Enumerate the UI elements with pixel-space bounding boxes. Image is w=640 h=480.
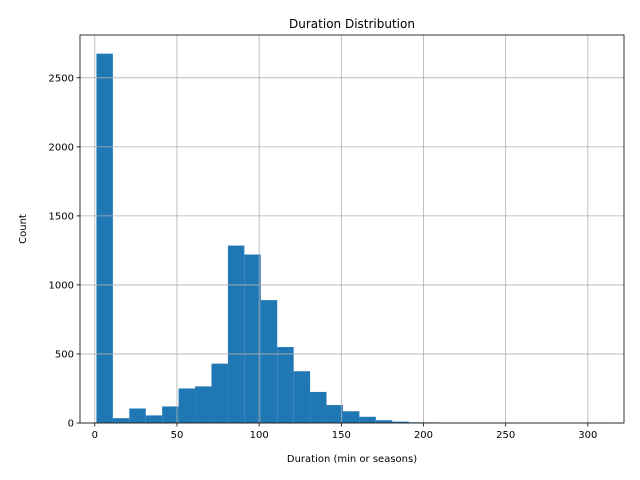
histogram-bar — [326, 405, 343, 423]
histogram-bars — [96, 53, 606, 424]
histogram-bar — [96, 53, 113, 424]
y-tick-label: 0 — [68, 419, 74, 430]
histogram-bar — [227, 245, 245, 423]
y-tick-label: 2000 — [49, 142, 74, 153]
histogram-bar — [375, 420, 393, 423]
histogram-bar — [310, 391, 327, 423]
y-tick-label: 2500 — [49, 73, 74, 84]
grid-lines — [80, 35, 624, 424]
histogram-bar — [244, 254, 261, 423]
x-tick-label: 0 — [92, 430, 98, 441]
histogram-bar — [359, 416, 376, 423]
x-tick-label: 100 — [250, 430, 269, 441]
histogram-bar — [178, 388, 196, 423]
histogram-bar — [260, 300, 278, 423]
histogram-bar — [129, 408, 146, 423]
x-axis-ticks: 0 50 100 150 200 250 300 — [92, 423, 597, 441]
y-tick-label: 1000 — [49, 280, 74, 291]
histogram-bar — [293, 371, 311, 423]
histogram-bar — [392, 421, 409, 423]
y-axis-title: Count — [18, 214, 29, 244]
x-tick-label: 200 — [414, 430, 433, 441]
x-tick-label: 50 — [171, 430, 184, 441]
histogram-bar — [342, 411, 360, 423]
histogram-bar — [211, 363, 228, 423]
y-tick-label: 1500 — [49, 211, 74, 222]
histogram-bar — [145, 415, 163, 423]
histogram-bar — [162, 406, 179, 423]
y-axis-ticks: 0 500 1000 1500 2000 2500 — [49, 73, 80, 430]
histogram-bar — [277, 347, 294, 423]
histogram-bar — [195, 386, 212, 423]
plot-frame — [79, 34, 625, 424]
histogram-bar — [112, 418, 130, 423]
x-tick-label: 300 — [578, 430, 597, 441]
x-axis-title: Duration (min or seasons) — [287, 454, 417, 465]
chart-title: Duration Distribution — [289, 17, 415, 31]
y-tick-label: 500 — [55, 349, 74, 360]
x-tick-label: 250 — [496, 430, 515, 441]
x-tick-label: 150 — [332, 430, 351, 441]
